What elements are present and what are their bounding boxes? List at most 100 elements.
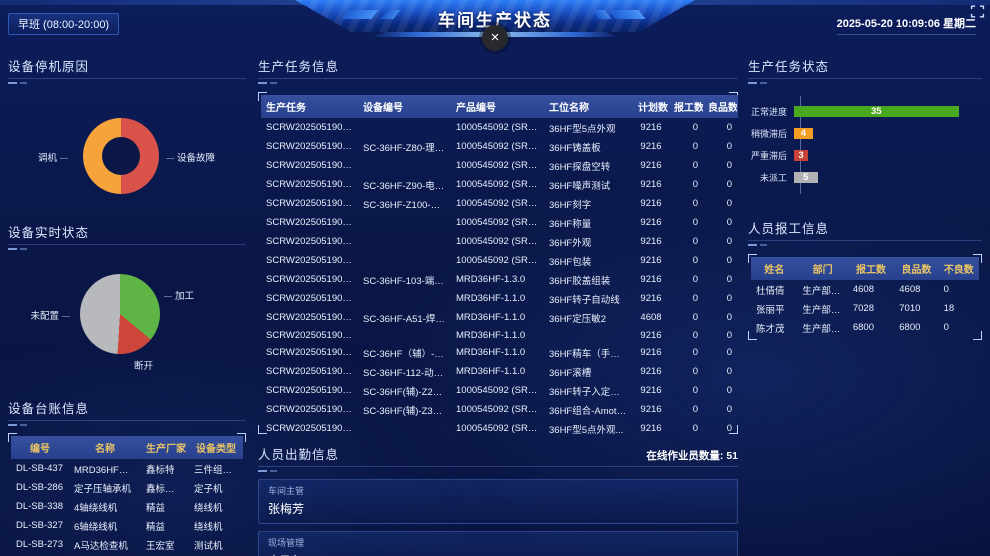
table-cell: 杜倩倩	[756, 285, 785, 297]
table-cell: 36HF胶盖组装	[549, 275, 611, 287]
table-cell: SCRW2025051900006	[266, 179, 358, 190]
table-cell: SCRW2025051900019	[266, 312, 358, 323]
table-cell: SCRW2025051900008	[266, 217, 358, 228]
table-cell: SC-36HF-Z90-电机性能...	[363, 180, 451, 192]
table-cell: 9216	[640, 329, 662, 341]
table-cell: 三件组合机	[194, 464, 242, 476]
bar-track: 35	[794, 105, 982, 117]
table-cell: 王宏室	[146, 540, 175, 552]
table-cell: SC-36HF（辅）-A60-7...	[363, 348, 451, 360]
table-cell: 1000545092 (SR 10)	[456, 179, 544, 190]
table-cell: SCRW2025051900003	[266, 122, 358, 133]
bar-category-label: 正常进度	[750, 106, 787, 117]
table-cell: 9216	[640, 385, 662, 396]
table-cell: SC-36HF(辅)-Z20-转子...	[363, 386, 451, 398]
table-cell: SC-36HF-103-端盖1	[363, 275, 450, 287]
table-cell: 绕线机	[194, 521, 223, 533]
panel-title: 设备台账信息	[8, 402, 90, 416]
bar: 5	[794, 171, 818, 183]
table-cell: 18	[943, 303, 955, 314]
table-cell: 精益	[146, 521, 166, 533]
table-cell: SCRW2025051900012	[266, 274, 358, 285]
table-cell: MRD36HF-1.1.0	[456, 329, 526, 341]
realtime-pie-chart: 加工 未配置 断开	[8, 250, 246, 390]
title-underline-marks	[8, 248, 246, 250]
table-cell: 0	[726, 404, 732, 415]
table-cell: 1000545092 (SR 10)	[456, 122, 544, 133]
table-cell	[358, 213, 451, 232]
task-status-bar-chart: 正常进度 35 稍微滞后 4 严重滞后 3 未派工 5	[748, 96, 982, 194]
panel-title: 设备实时状态	[8, 226, 90, 240]
fullscreen-icon	[970, 5, 984, 18]
donut-label: 调机	[38, 150, 68, 164]
table-row: SCRW2025051900006 SC-36HF-Z90-电机性能... 1000…	[261, 175, 738, 194]
table-cell: DL-SB-327	[16, 520, 63, 531]
table-cell: 0	[726, 293, 732, 304]
table-cell: 0	[726, 217, 732, 228]
table-cell	[358, 289, 451, 308]
table-row: 陈才茂 生产部—... 6800 6800 0	[751, 318, 979, 337]
online-count-value: 51	[726, 450, 738, 462]
table-cell: 鑫标特	[146, 464, 175, 476]
table-cell: DL-SB-286	[16, 482, 63, 493]
fullscreen-button[interactable]	[969, 5, 985, 19]
table-row: 张丽平 生产部—... 7028 7010 18	[751, 299, 979, 318]
table-cell: 0	[737, 156, 738, 175]
table-cell: 1000545092 (SR 10)	[456, 385, 544, 396]
panel-title: 人员报工信息	[748, 222, 830, 236]
bar: 3	[794, 149, 809, 161]
table-cell: 0	[943, 284, 949, 295]
table-cell: MRD36HF-1.1.0	[456, 312, 526, 323]
table-cell: 36HF型5点外观...	[549, 424, 624, 435]
donut-chart	[83, 118, 159, 194]
table-cell: SC-36HF-Z100-总装测...	[363, 199, 451, 211]
table-cell: 9216	[640, 198, 662, 209]
table-cell: 0	[737, 137, 738, 156]
table-cell: 0	[726, 179, 732, 190]
table-cell: 9216	[640, 404, 662, 415]
close-icon: ×	[490, 29, 500, 46]
title-underline-marks	[8, 82, 246, 84]
table-cell: 0	[726, 385, 732, 396]
table-cell	[358, 419, 451, 434]
table-cell: 6800	[899, 322, 921, 333]
table-cell: 36HF噪声测试	[549, 180, 611, 192]
downtime-donut-chart: 调机 设备故障	[8, 84, 246, 214]
panel-equipment-ledger: 设备台账信息 编号 名称 生产厂家 设备类型 DL-SB-437 MRD36HF总...…	[8, 398, 246, 556]
table-cell: 7028	[852, 303, 874, 314]
table-cell: 精益	[146, 502, 166, 514]
table-cell	[358, 118, 451, 137]
table-cell: 0	[737, 118, 738, 137]
bar-track: 3	[794, 149, 982, 161]
table-cell: 0	[726, 141, 732, 152]
table-cell: 鑫标特科技	[146, 483, 189, 495]
table-cell: 0	[726, 347, 732, 358]
table-cell: MRD36HF-1.1.0	[456, 366, 526, 377]
table-cell: 0	[726, 160, 732, 171]
table-cell: SCRW2025051900017	[266, 293, 358, 304]
table-cell: 1000545092 (SR 10)	[456, 198, 544, 209]
table-cell: 0	[692, 274, 698, 285]
tasks-table-scroll-area[interactable]: 生产任务设备编号产品编号工位名称计划数报工数良品数不良数 SCRW2025051…	[258, 92, 738, 434]
table-row: SCRW2025051900022 SC-36HF-112-动平衡 MRD36HF-…	[261, 362, 738, 381]
table-cell: 0	[692, 198, 698, 209]
panel-production-task-status: 生产任务状态 正常进度 35 稍微滞后 4 严重滞后 3 未派工 5	[748, 56, 982, 214]
table-cell: SCRW2025051900025	[266, 404, 358, 415]
panel-title: 生产任务状态	[748, 60, 830, 74]
table-row: SCRW2025051900010 1000545092 (SR 10) 36HF包…	[261, 251, 738, 270]
column-header: 良品数	[894, 257, 939, 280]
table-cell: 0	[692, 385, 698, 396]
table-cell: 0	[692, 122, 698, 133]
column-header: 部门	[797, 257, 848, 280]
column-header: 良品数	[703, 95, 737, 118]
close-button[interactable]: ×	[482, 25, 508, 51]
table-cell: 9216	[640, 179, 662, 190]
table-row: SCRW2025051900017 MRD36HF-1.1.0 36HF转子自动线 9…	[261, 289, 738, 308]
table-cell: 36HF刻字	[549, 199, 592, 211]
table-cell: 36HF精车（手工/...	[549, 348, 631, 360]
table-cell: 绕线机	[194, 502, 223, 514]
table-row: SCRW2025051900007 SC-36HF-Z100-总装测... 1000…	[261, 194, 738, 213]
table-cell: 4608	[899, 284, 921, 295]
table-cell: SC-36HF-A51-焊压敏	[363, 313, 451, 325]
bar-value: 5	[803, 171, 809, 183]
